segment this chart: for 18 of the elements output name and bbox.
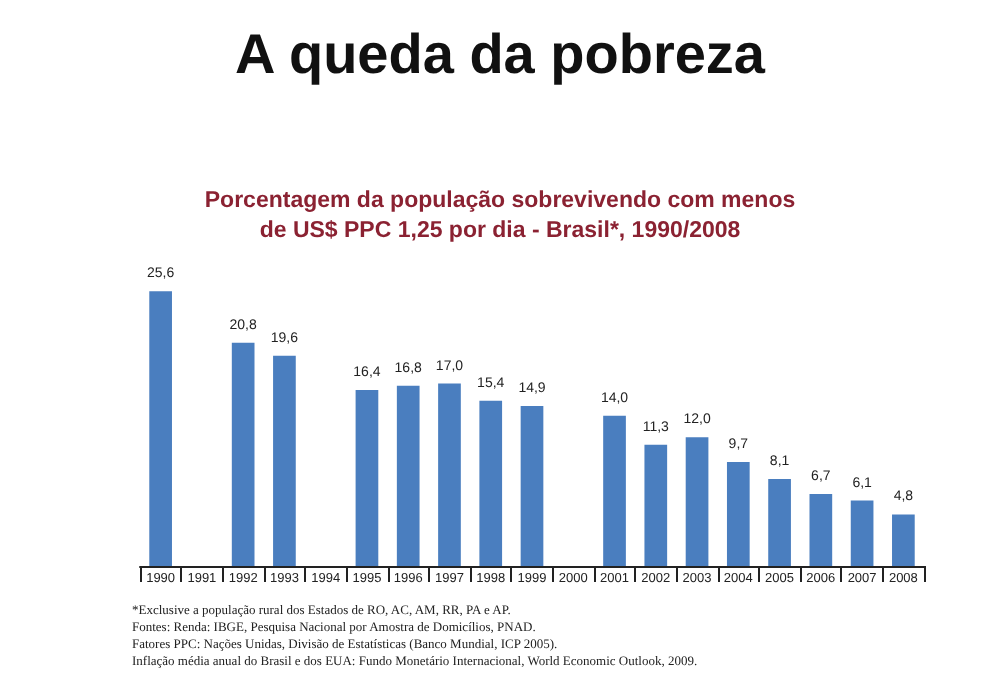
bar <box>603 415 626 566</box>
bar <box>355 389 379 566</box>
bar <box>149 291 172 566</box>
bar <box>479 400 503 566</box>
bar <box>396 385 420 566</box>
bar <box>520 406 544 566</box>
bar <box>685 437 709 566</box>
bar <box>726 461 750 566</box>
bar <box>231 342 255 566</box>
bar <box>892 514 915 566</box>
bar <box>644 444 668 566</box>
bar <box>273 355 296 566</box>
chart-title: A queda da pobreza <box>234 23 766 85</box>
bar <box>850 500 874 566</box>
bar <box>809 494 833 566</box>
chart-subtitle: Porcentagem da população sobrevivendo com menos de US$ PPC 1,25 por dia - Brasil*, 1990/2008 <box>204 189 796 243</box>
bar <box>438 383 461 566</box>
bar <box>768 479 791 566</box>
